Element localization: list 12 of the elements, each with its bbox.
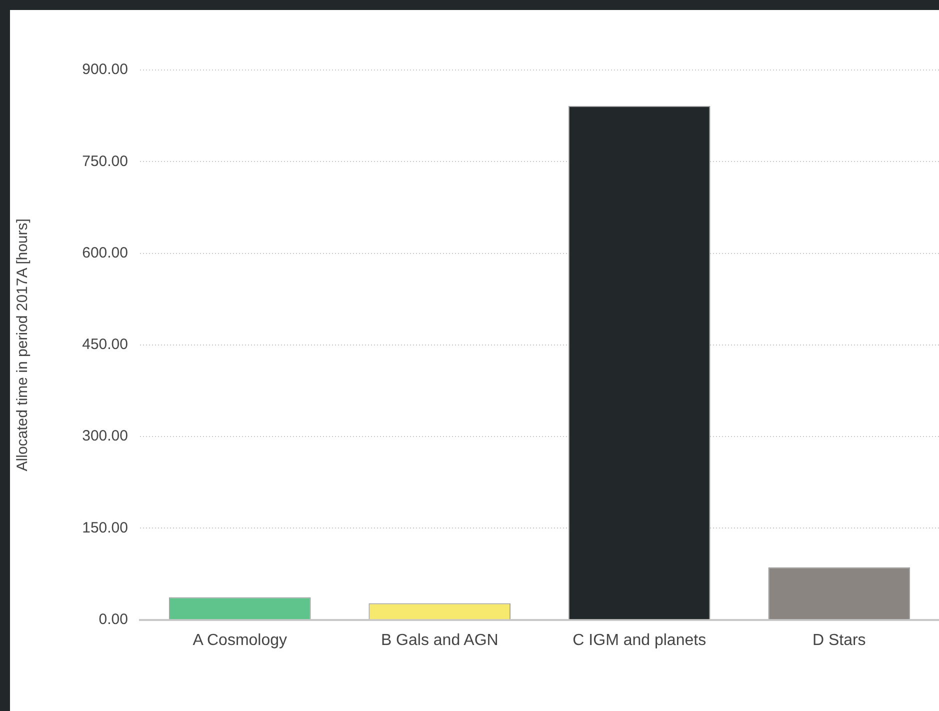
x-tick-label: A Cosmology xyxy=(192,632,288,649)
y-tick-label: 0.00 xyxy=(98,610,128,628)
y-axis-title: Allocated time in period 2017A [hours] xyxy=(14,218,32,472)
y-tick-label: 300.00 xyxy=(82,428,128,445)
y-tick-label: 750.00 xyxy=(82,152,128,170)
y-tick-label: 450.00 xyxy=(82,336,128,354)
y-tick-label: 150.00 xyxy=(82,519,128,536)
y-tick-label: 900.00 xyxy=(82,61,128,78)
x-tick-label: B Gals and AGN xyxy=(380,632,498,649)
y-tick-label: 600.00 xyxy=(82,244,128,262)
x-tick-label: C IGM and planets xyxy=(572,632,706,649)
x-tick-label: D Stars xyxy=(812,632,866,649)
